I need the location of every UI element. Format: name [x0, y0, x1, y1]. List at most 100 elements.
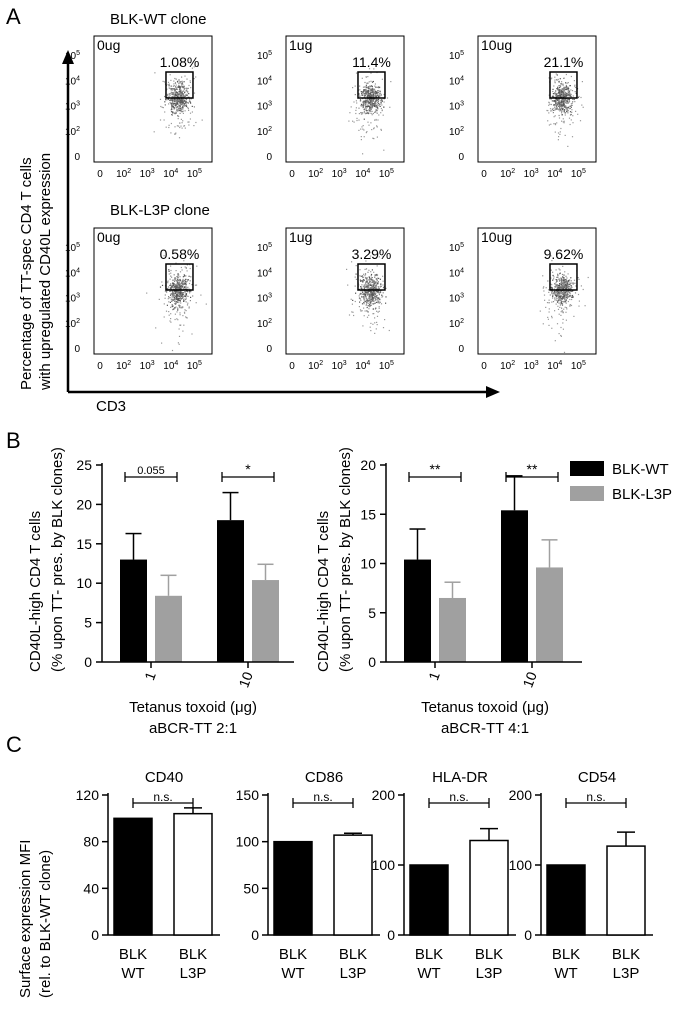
event-dot	[174, 89, 176, 91]
event-dot	[175, 107, 177, 109]
event-dot	[184, 291, 186, 293]
event-dot	[166, 99, 168, 101]
event-dot	[383, 149, 385, 151]
event-dot	[362, 280, 364, 282]
event-dot	[372, 291, 375, 293]
event-dot	[558, 299, 560, 301]
category-label: 1	[141, 669, 159, 682]
event-dot	[174, 126, 176, 128]
event-dot	[184, 293, 186, 295]
event-dot	[365, 292, 367, 295]
event-dot	[374, 295, 376, 298]
event-dot	[171, 292, 173, 295]
event-dot	[358, 129, 360, 131]
event-dot	[175, 94, 177, 96]
event-dot	[559, 109, 561, 111]
event-dot	[569, 123, 571, 126]
event-dot	[368, 98, 370, 101]
event-dot	[361, 280, 363, 282]
event-dot	[365, 93, 367, 95]
event-dot	[546, 302, 549, 304]
event-dot	[568, 99, 570, 101]
event-dot	[562, 118, 564, 120]
event-dot	[193, 78, 195, 80]
x-tick-label: 105	[187, 168, 202, 180]
event-dot	[179, 88, 181, 90]
event-dot	[174, 297, 176, 299]
event-dot	[171, 276, 173, 278]
event-dot	[559, 273, 561, 275]
event-dot	[550, 290, 552, 292]
event-dot	[549, 108, 552, 110]
event-dot	[558, 278, 560, 280]
y-tick-label: 0	[74, 152, 80, 163]
event-dot	[367, 104, 369, 106]
event-dot	[568, 295, 570, 298]
event-dot	[562, 101, 564, 103]
event-dot	[179, 108, 181, 110]
y-tick-label: 0	[524, 927, 532, 943]
y-tick-label: 103	[257, 101, 272, 113]
event-dot	[565, 73, 567, 76]
event-dot	[572, 95, 574, 97]
event-dot	[180, 291, 182, 293]
event-dot	[358, 119, 360, 121]
event-dot	[182, 278, 184, 280]
event-dot	[177, 300, 179, 302]
event-dot	[161, 284, 164, 286]
event-dot	[175, 284, 177, 286]
event-dot	[185, 290, 188, 292]
event-dot	[565, 311, 567, 313]
event-dot	[366, 82, 369, 85]
event-dot	[557, 300, 559, 302]
event-dot	[367, 311, 369, 313]
event-dot	[182, 296, 184, 298]
event-dot	[562, 277, 564, 279]
event-dot	[572, 122, 574, 124]
event-dot	[375, 301, 377, 303]
event-dot	[359, 301, 361, 303]
event-dot	[171, 105, 173, 107]
event-dot	[375, 285, 377, 287]
event-dot	[183, 85, 185, 87]
event-dot	[185, 105, 187, 107]
event-dot	[551, 291, 553, 293]
event-dot	[366, 291, 368, 293]
category-label-line1: BLK	[475, 946, 503, 963]
event-dot	[563, 92, 565, 94]
category-label-line1: BLK	[552, 946, 580, 963]
event-dot	[176, 93, 178, 95]
event-dot	[372, 104, 374, 106]
event-dot	[168, 85, 170, 87]
event-dot	[557, 273, 559, 275]
event-dot	[176, 293, 178, 295]
event-dot	[376, 265, 378, 267]
event-dot	[175, 297, 177, 299]
event-dot	[560, 334, 562, 337]
event-dot	[171, 103, 173, 105]
y-tick-exponent: 4	[460, 267, 464, 274]
event-dot	[159, 286, 162, 288]
event-dot	[379, 103, 381, 105]
event-dot	[362, 105, 365, 107]
event-dot	[182, 306, 184, 308]
event-dot	[568, 106, 570, 108]
event-dot	[170, 111, 173, 113]
event-dot	[563, 277, 565, 279]
event-dot	[355, 107, 357, 109]
event-dot	[360, 275, 362, 277]
event-dot	[355, 273, 357, 275]
event-dot	[562, 293, 564, 295]
event-dot	[557, 139, 559, 141]
x-tick-exponent: 4	[174, 360, 178, 367]
event-dot	[564, 112, 566, 114]
event-dot	[566, 107, 568, 109]
event-dot	[555, 303, 557, 305]
event-dot	[172, 305, 174, 308]
event-dot	[380, 291, 382, 293]
event-dot	[556, 99, 559, 101]
event-dot	[180, 125, 182, 127]
event-dot	[548, 308, 550, 310]
category-label-line1: BLK	[612, 946, 640, 963]
